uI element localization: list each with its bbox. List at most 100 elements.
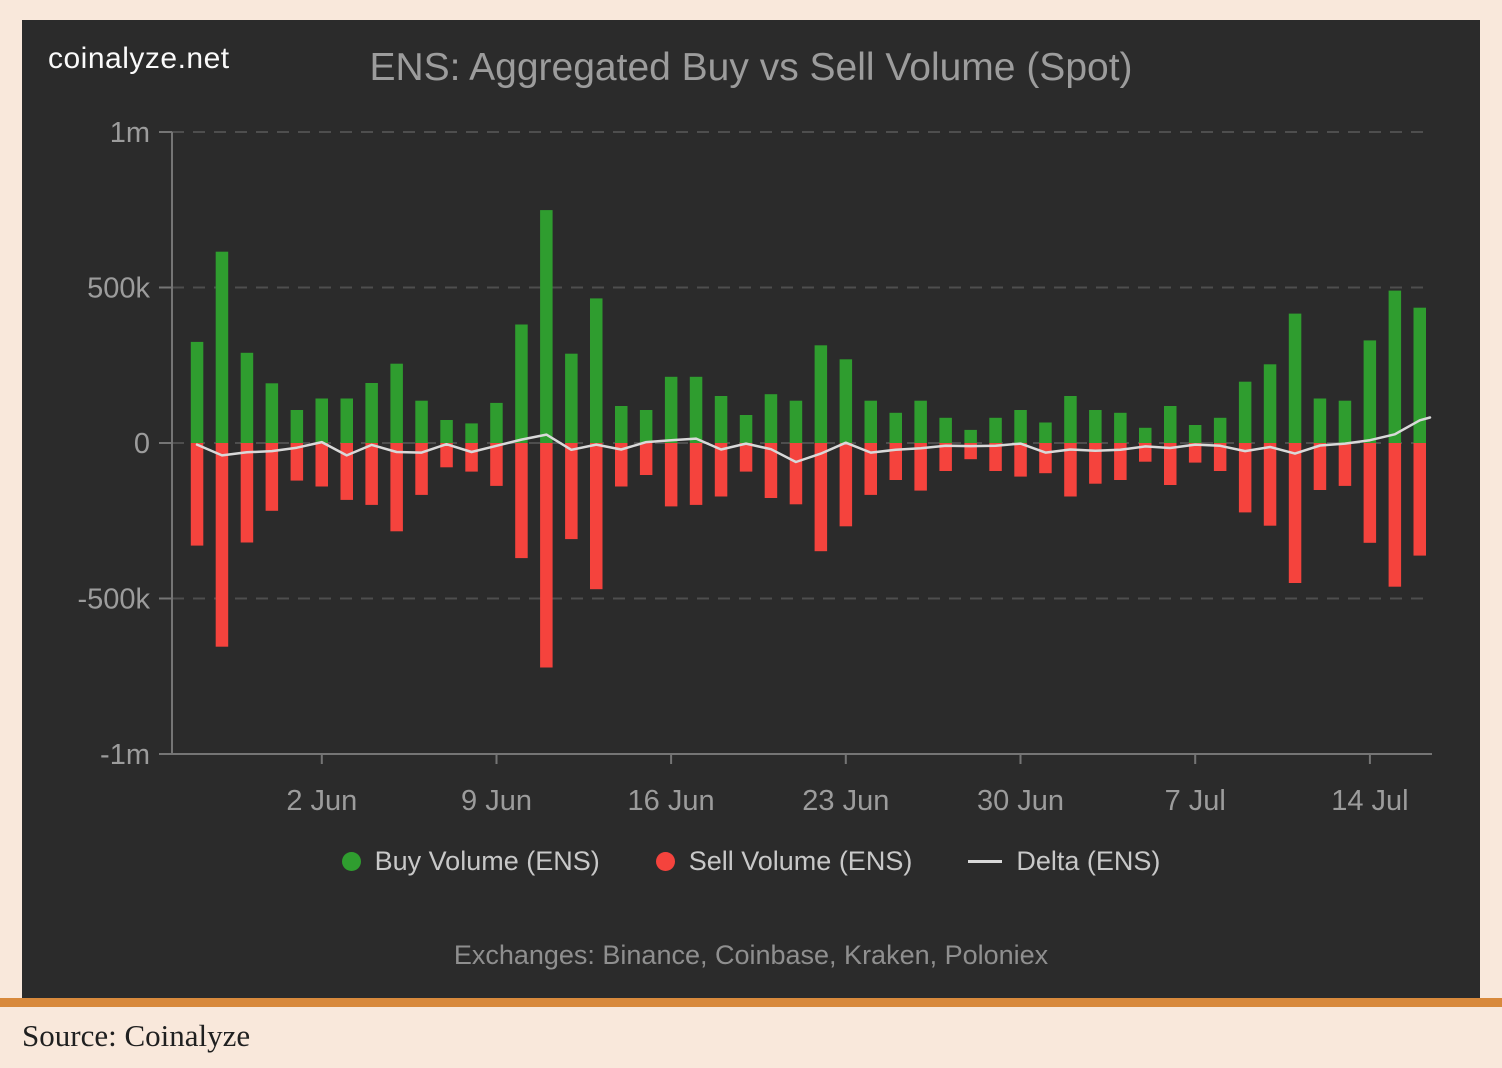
orange-divider [0,998,1502,1007]
sell-volume-bar [1014,443,1027,477]
buy-volume-bar [964,429,977,443]
buy-volume-bar [290,410,304,443]
sell-volume-bar [739,443,753,472]
buy-volume-bar [1263,364,1277,443]
buy-volume-bar [1213,417,1227,443]
legend-item-sell-volume[interactable]: Sell Volume (ENS) [655,846,912,877]
x-tick-label: 16 Jun [628,785,715,817]
sell-volume-bar [814,443,828,552]
buy-volume-bar [689,376,703,443]
buy-volume-bar [415,400,428,443]
buy-volume-bar [739,415,753,443]
sell-volume-bar [1188,443,1202,463]
delta-line [195,416,1432,464]
y-tick-label: -1m [100,739,150,771]
buy-volume-bar [240,352,254,443]
sell-volume-bar [265,443,279,511]
buy-volume-bar [465,423,478,443]
y-tick-label: -500k [77,584,150,616]
sell-volume-bar [590,443,603,590]
chart-legend: Buy Volume (ENS) Sell Volume (ENS) Delta… [22,846,1480,877]
sell-volume-bar [1114,443,1127,480]
sell-volume-bar [440,443,453,468]
chart-title: ENS: Aggregated Buy vs Sell Volume (Spot… [369,46,1133,89]
buy-volume-bar [1288,313,1302,443]
sell-volume-bar [1388,443,1402,587]
y-tick-label: 0 [134,428,150,460]
buy-volume-bar [615,406,628,443]
buy-volume-bar [1388,290,1402,443]
buy-volume-bar [540,210,553,443]
sell-volume-bar [290,443,304,481]
sell-volume-bar [1288,443,1302,583]
buy-volume-bar [340,398,353,443]
buy-volume-bar [190,341,204,443]
buy-volume-bar [1164,406,1177,443]
x-tick-label: 9 Jun [461,785,532,817]
buy-volume-bar [714,396,728,443]
sell-volume-bar [365,443,378,505]
sell-volume-bar [240,443,254,543]
sell-volume-bar [565,443,578,540]
buy-volume-bar [1313,398,1327,443]
buy-volume-bar [939,417,952,443]
legend-item-buy-volume[interactable]: Buy Volume (ENS) [341,846,600,877]
sell-volume-bar [889,443,902,480]
buy-volume-bar [315,398,328,443]
buy-volume-bar [565,353,578,443]
buy-volume-bar [1089,410,1102,443]
sell-volume-bar [1313,443,1327,490]
buy-volume-bar [864,400,877,443]
buy-volume-bar [390,363,403,443]
legend-label-delta: Delta (ENS) [1016,846,1161,876]
x-tick-label: 23 Jun [802,785,889,817]
sell-volume-bar [1164,443,1177,485]
exchanges-caption: Exchanges: Binance, Coinbase, Kraken, Po… [453,940,1049,970]
coinalyze-logo: coinalyze.net [48,42,230,75]
sell-volume-bar [664,443,678,507]
buy-volume-bar [664,376,678,443]
buy-volume-bar [1139,427,1152,443]
sell-volume-bar [839,443,853,527]
buy-volume-bar [1188,425,1202,443]
sell-volume-bar [1338,443,1352,486]
sell-volume-bar [1089,443,1102,484]
source-caption: Source: Coinalyze [22,1018,251,1053]
legend-label-buy: Buy Volume (ENS) [374,846,600,876]
sell-volume-bar [1213,443,1227,471]
buy-volume-bar [590,298,603,443]
sell-volume-bar [390,443,403,532]
sell-volume-bar [1363,443,1377,543]
delta-line-icon [968,860,1003,863]
legend-item-delta[interactable]: Delta (ENS) [968,846,1160,877]
buy-volume-bar [889,412,902,443]
buy-volume-dot-icon [341,852,361,871]
sell-volume-bar [190,443,204,546]
sell-volume-bar [939,443,952,471]
buy-volume-bar [1238,381,1252,443]
sell-volume-bar [764,443,778,498]
sell-volume-bar [615,443,628,487]
buy-volume-bar [1114,412,1127,443]
sell-volume-bar [914,443,927,491]
sell-volume-bar [1263,443,1277,526]
sell-volume-dot-icon [655,852,675,871]
buy-volume-bar [365,383,378,443]
buy-volume-bar [440,420,453,443]
sell-volume-bar [789,443,803,505]
sell-volume-bar [315,443,328,487]
buy-volume-bar [215,251,229,443]
sell-volume-bar [415,443,428,495]
x-tick-label: 7 Jul [1165,785,1226,817]
sell-volume-bar [714,443,728,497]
sell-volume-bar [989,443,1002,471]
buy-volume-bar [515,324,528,443]
x-tick-label: 30 Jun [977,785,1064,817]
sell-volume-bar [515,443,528,559]
buy-volume-bar [764,394,778,443]
x-tick-label: 14 Jul [1331,785,1408,817]
buy-volume-bar [1039,422,1052,443]
sell-volume-bar [340,443,353,500]
sell-volume-bar [1238,443,1252,513]
buy-volume-bar [1413,307,1426,443]
